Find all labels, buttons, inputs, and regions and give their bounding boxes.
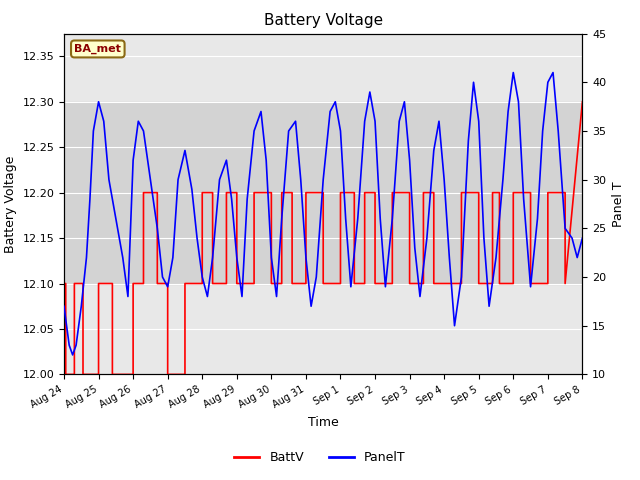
- Y-axis label: Battery Voltage: Battery Voltage: [4, 156, 17, 252]
- Title: Battery Voltage: Battery Voltage: [264, 13, 383, 28]
- Y-axis label: Panel T: Panel T: [612, 181, 625, 227]
- Bar: [64, 102, 582, 284]
- Text: BA_met: BA_met: [74, 44, 121, 54]
- Legend: BattV, PanelT: BattV, PanelT: [229, 446, 411, 469]
- X-axis label: Time: Time: [308, 416, 339, 429]
